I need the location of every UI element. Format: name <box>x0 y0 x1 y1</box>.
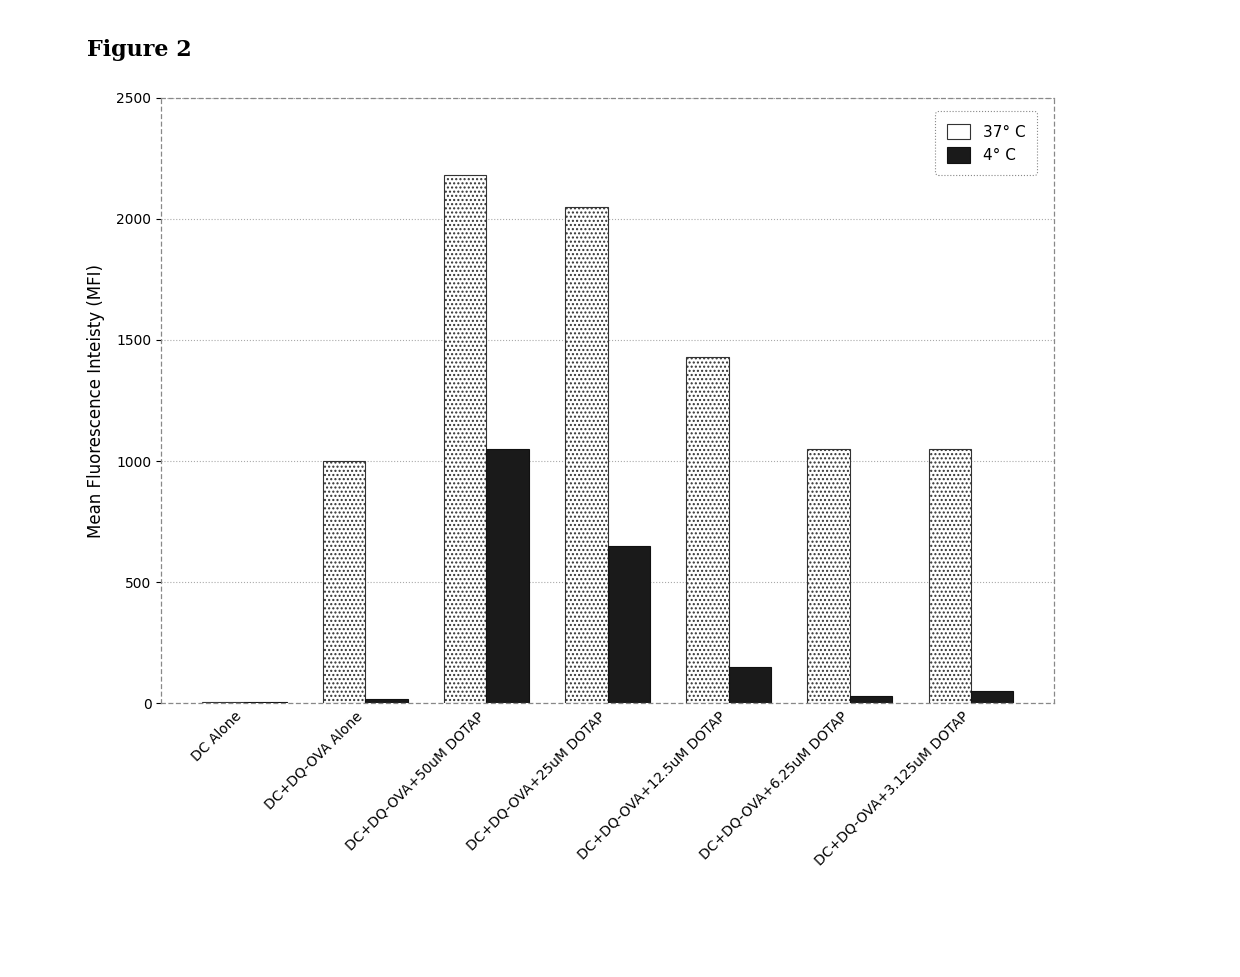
Bar <box>486 449 528 703</box>
Bar <box>444 175 486 703</box>
Bar <box>807 449 849 703</box>
Bar <box>322 461 366 703</box>
Bar <box>244 702 286 703</box>
Y-axis label: Mean Fluorescence Inteisty (MFI): Mean Fluorescence Inteisty (MFI) <box>87 264 105 537</box>
Bar <box>565 207 608 703</box>
Text: Figure 2: Figure 2 <box>87 39 191 62</box>
Bar <box>366 699 408 703</box>
Bar <box>608 546 650 703</box>
Bar <box>929 449 971 703</box>
Legend: 37° C, 4° C: 37° C, 4° C <box>935 111 1038 176</box>
Bar <box>202 702 244 703</box>
Bar <box>849 697 893 703</box>
Bar <box>729 667 771 703</box>
Bar <box>971 692 1013 703</box>
Bar <box>687 357 729 703</box>
